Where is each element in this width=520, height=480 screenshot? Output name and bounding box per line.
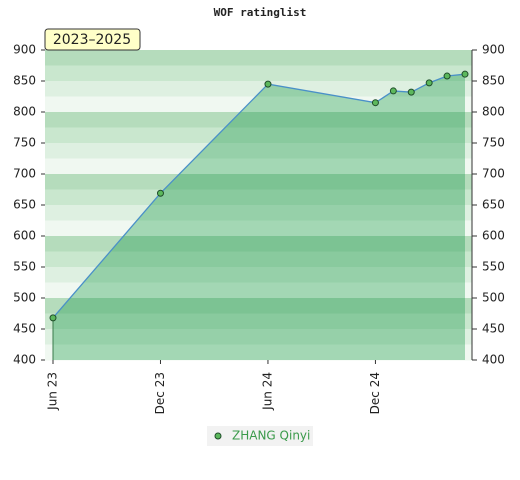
y2-tick-label: 900: [482, 43, 505, 57]
stripe: [53, 236, 465, 252]
stripe: [45, 81, 472, 97]
stripe: [45, 65, 472, 82]
stripe: [53, 282, 465, 299]
y2-tick-label: 750: [482, 136, 505, 150]
legend-label: ZHANG Qinyi: [232, 429, 310, 443]
point: [407, 88, 415, 96]
y-tick-label: 650: [13, 198, 36, 212]
y-tick-label: 700: [13, 167, 36, 181]
point: [443, 72, 451, 80]
y2-tick-label: 400: [482, 353, 505, 367]
y-tick-label: 850: [13, 74, 36, 88]
stripe: [53, 329, 465, 345]
y2-tick-label: 800: [482, 105, 505, 119]
y-tick-label: 800: [13, 105, 36, 119]
legend-marker: [214, 432, 222, 440]
stripe: [53, 220, 465, 237]
point: [461, 70, 469, 78]
y2-tick-label: 500: [482, 291, 505, 305]
annotation-box: [44, 28, 141, 51]
stripe: [45, 50, 472, 66]
stripe: [53, 251, 465, 268]
stripe: [53, 267, 465, 283]
x-tick-label: Jun 23: [46, 372, 60, 411]
stripe: [53, 313, 465, 330]
annotation: 2023–2025: [53, 32, 131, 48]
y2-tick-label: 450: [482, 322, 505, 336]
y-tick-label: 750: [13, 136, 36, 150]
y2-tick-label: 700: [482, 167, 505, 181]
chart-title: WOF ratinglist: [214, 6, 307, 19]
y2-tick-label: 850: [482, 74, 505, 88]
y-tick-label: 600: [13, 229, 36, 243]
y2-tick-label: 650: [482, 198, 505, 212]
y2-tick-label: 600: [482, 229, 505, 243]
stripe: [53, 205, 465, 221]
point: [371, 99, 379, 107]
legend: [207, 426, 313, 446]
stripe: [53, 298, 465, 314]
point: [264, 80, 272, 88]
point: [425, 79, 433, 87]
y2-tick-label: 550: [482, 260, 505, 274]
x-tick-label: Dec 23: [153, 372, 167, 414]
x-tick-label: Jun 24: [260, 372, 274, 411]
x-tick-label: Dec 24: [368, 372, 382, 414]
y-tick-label: 450: [13, 322, 36, 336]
y-tick-label: 500: [13, 291, 36, 305]
point: [156, 189, 164, 197]
point: [389, 87, 397, 95]
point: [49, 314, 57, 322]
y-tick-label: 550: [13, 260, 36, 274]
y-tick-label: 400: [13, 353, 36, 367]
y-tick-label: 900: [13, 43, 36, 57]
stripe: [53, 344, 465, 361]
